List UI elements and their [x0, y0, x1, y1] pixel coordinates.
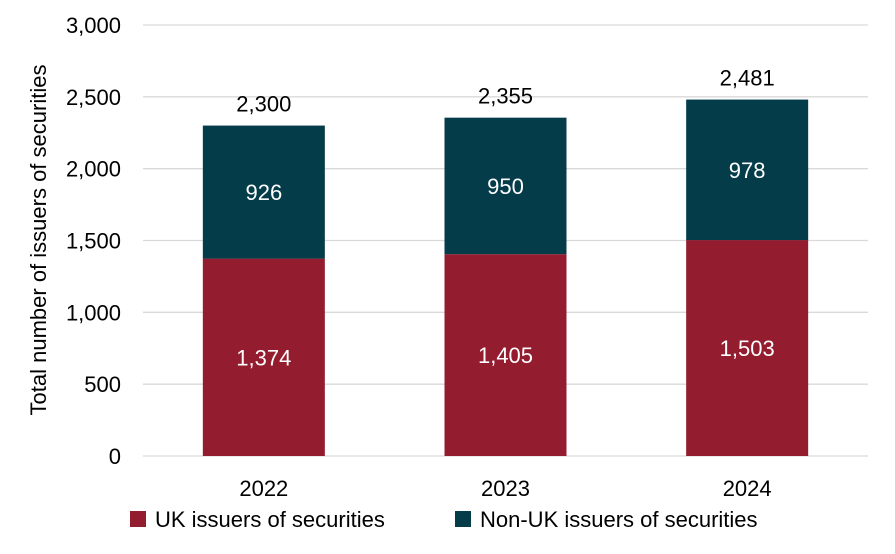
bar-segment	[686, 99, 809, 241]
segment-value-label: 950	[487, 174, 524, 199]
bar-segment	[444, 254, 567, 456]
y-tick-label: 1,500	[66, 229, 121, 254]
segment-value-label: 1,503	[720, 336, 775, 361]
x-tick-label: 2023	[481, 476, 530, 501]
data-labels: 1,374 926 2,300 1,405 950 2,355 1,503 978 2,481	[236, 66, 774, 371]
segment-value-label: 926	[245, 180, 282, 205]
y-tick-label: 1,000	[66, 300, 121, 325]
bar-segment	[202, 125, 325, 259]
bar-segment	[686, 240, 809, 456]
legend-swatch	[130, 511, 146, 527]
segment-value-label: 978	[729, 158, 766, 183]
total-value-label: 2,355	[478, 84, 533, 109]
y-tick-label: 3,000	[66, 13, 121, 38]
y-axis-title: Total number of issuers of securities	[26, 65, 51, 416]
legend-label: UK issuers of securities	[155, 507, 385, 532]
total-value-label: 2,300	[236, 92, 291, 117]
bar-segment	[202, 258, 325, 456]
y-tick-label: 2,000	[66, 157, 121, 182]
x-tick-labels: 2022 2023 2024	[239, 476, 771, 501]
legend-swatch	[455, 511, 471, 527]
legend: UK issuers of securities Non-UK issuers o…	[130, 507, 758, 532]
y-tick-label: 2,500	[66, 85, 121, 110]
y-tick-label: 500	[84, 372, 121, 397]
bar-segment	[444, 117, 567, 255]
legend-label: Non-UK issuers of securities	[480, 507, 758, 532]
x-tick-label: 2024	[723, 476, 772, 501]
x-tick-label: 2022	[239, 476, 288, 501]
y-tick-labels: 0 500 1,000 1,500 2,000 2,500 3,000	[66, 13, 121, 469]
segment-value-label: 1,374	[236, 345, 291, 370]
total-value-label: 2,481	[720, 66, 775, 91]
bars	[202, 99, 809, 456]
y-tick-label: 0	[109, 444, 121, 469]
segment-value-label: 1,405	[478, 343, 533, 368]
